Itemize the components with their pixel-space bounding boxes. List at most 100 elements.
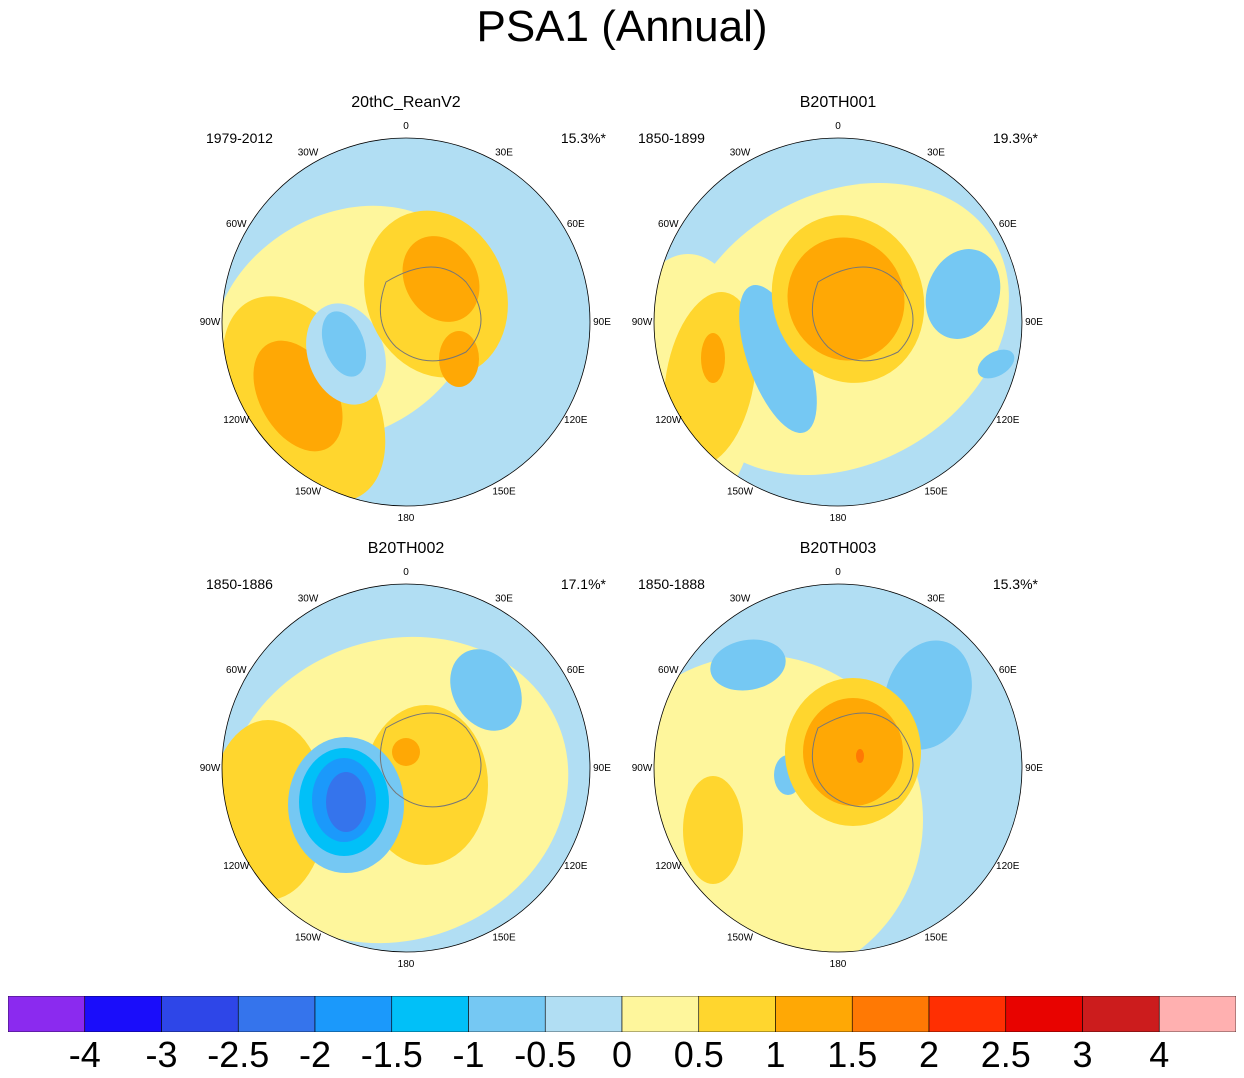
lon-label-150w: 150W xyxy=(727,933,754,944)
lon-label-150e: 150E xyxy=(492,487,516,498)
lon-label-30e: 30E xyxy=(927,593,945,604)
lon-label-150e: 150E xyxy=(492,933,516,944)
field-layer xyxy=(222,584,590,952)
contour-region xyxy=(977,349,1015,379)
panel-variance: 17.1%* xyxy=(560,576,606,592)
contour-region xyxy=(439,331,479,387)
panel-title: B20TH001 xyxy=(799,94,877,111)
lon-label-30w: 30W xyxy=(298,593,319,604)
colorbar-swatch xyxy=(84,996,162,1032)
colorbar-swatch xyxy=(1082,996,1160,1032)
lon-label-0: 0 xyxy=(835,121,841,132)
colorbar-tick-label: 0.5 xyxy=(673,1034,724,1075)
contour-region xyxy=(925,249,1001,339)
lon-label-90w: 90W xyxy=(632,317,653,328)
colorbar-tick-label: 1 xyxy=(765,1034,786,1075)
lon-label-120w: 120W xyxy=(655,415,682,426)
contour-region xyxy=(654,671,792,809)
colorbar-swatch xyxy=(775,996,853,1032)
lon-label-0: 0 xyxy=(835,567,841,578)
lon-label-0: 0 xyxy=(403,121,409,132)
lon-label-90w: 90W xyxy=(200,763,221,774)
contour-region xyxy=(402,236,480,322)
lon-label-30e: 30E xyxy=(927,147,945,158)
lon-label-60e: 60E xyxy=(999,665,1017,676)
lon-label-180: 180 xyxy=(398,959,415,970)
lon-label-0: 0 xyxy=(403,567,409,578)
polar-map: 0 30E 60E 90E 120E 150E 180 150W 120W 90W 60W 30W xyxy=(200,567,612,970)
colorbar-tick-label: -0.5 xyxy=(514,1034,577,1075)
coastline xyxy=(811,712,914,808)
lon-label-120w: 120W xyxy=(223,415,250,426)
map-panel-b20th003: 0 30E 60E 90E 120E 150E 180 150W 120W 90W 60W 30W B… xyxy=(628,540,1048,970)
colorbar-swatch xyxy=(851,996,930,1032)
lon-label-150e: 150E xyxy=(924,487,948,498)
lon-label-30w: 30W xyxy=(730,147,751,158)
colorbar-swatch xyxy=(544,996,623,1032)
lon-label-30e: 30E xyxy=(495,593,513,604)
colorbar-tick-label: 0 xyxy=(611,1034,633,1075)
colorbar-swatch xyxy=(698,996,776,1032)
lon-label-30e: 30E xyxy=(495,147,513,158)
panel-period: 1850-1888 xyxy=(638,576,705,592)
lon-label-120e: 120E xyxy=(996,861,1020,872)
colorbar-tick-label: 3 xyxy=(1072,1034,1093,1075)
colorbar-swatch xyxy=(237,996,316,1032)
lon-label-90e: 90E xyxy=(1025,317,1043,328)
lon-label-150e: 150E xyxy=(924,933,948,944)
lon-label-120e: 120E xyxy=(564,861,588,872)
colorbar-swatch xyxy=(1158,996,1236,1032)
colorbar xyxy=(8,996,1236,1032)
lon-label-60e: 60E xyxy=(999,219,1017,230)
lon-label-180: 180 xyxy=(830,513,847,524)
panel-period: 1850-1899 xyxy=(638,130,705,146)
contour-region xyxy=(321,311,367,377)
coastline xyxy=(379,266,482,362)
map-border xyxy=(221,583,591,953)
map-panel-b20th001: 0 30E 60E 90E 120E 150E 180 150W 120W 90W 60W 30W B… xyxy=(628,94,1048,524)
polar-map: 0 30E 60E 90E 120E 150E 180 150W 120W 90W 60W 30W xyxy=(632,567,1044,970)
lon-label-30w: 30W xyxy=(298,147,319,158)
lon-label-60w: 60W xyxy=(226,219,247,230)
colorbar-swatch xyxy=(621,996,700,1032)
lon-label-60e: 60E xyxy=(567,665,585,676)
lon-label-180: 180 xyxy=(398,513,415,524)
lon-label-30w: 30W xyxy=(730,593,751,604)
contour-region xyxy=(856,749,864,763)
contour-region xyxy=(739,284,817,434)
map-border xyxy=(653,583,1023,953)
colorbar-swatch xyxy=(468,996,546,1032)
lon-label-90w: 90W xyxy=(200,317,221,328)
panel-title: 20thC_ReanV2 xyxy=(351,94,461,111)
field-layer xyxy=(654,138,1022,506)
panel-period: 1850-1886 xyxy=(206,576,273,592)
lon-label-90w: 90W xyxy=(632,763,653,774)
colorbar-tick-label: -2 xyxy=(298,1034,332,1075)
polar-map: 0 30E 60E 90E 120E 150E 180 150W 120W 90W 60W 30W xyxy=(200,121,612,524)
coastline xyxy=(811,266,914,362)
panel-variance: 15.3%* xyxy=(560,130,606,146)
colorbar-swatch xyxy=(161,996,239,1032)
colorbar-swatch xyxy=(928,996,1007,1032)
colorbar-tick-label: 4 xyxy=(1149,1034,1170,1075)
lon-label-150w: 150W xyxy=(727,487,754,498)
lon-label-60e: 60E xyxy=(567,219,585,230)
map-border xyxy=(221,137,591,507)
lon-label-150w: 150W xyxy=(295,487,322,498)
panel-title: B20TH003 xyxy=(799,540,877,557)
coastline xyxy=(379,712,482,808)
lon-label-120w: 120W xyxy=(223,861,250,872)
lon-label-180: 180 xyxy=(830,959,847,970)
lon-label-120e: 120E xyxy=(564,415,588,426)
contour-region xyxy=(803,698,903,806)
colorbar-tick-label: -1 xyxy=(452,1034,485,1075)
lon-label-90e: 90E xyxy=(593,763,611,774)
lon-label-90e: 90E xyxy=(593,317,611,328)
contour-region xyxy=(326,772,366,832)
panel-period: 1979-2012 xyxy=(206,130,273,146)
map-border xyxy=(653,137,1023,507)
figure-title: PSA1 (Annual) xyxy=(476,2,768,51)
field-layer xyxy=(222,138,590,506)
contour-region xyxy=(701,333,725,383)
colorbar-tick-label: -3 xyxy=(145,1034,178,1075)
